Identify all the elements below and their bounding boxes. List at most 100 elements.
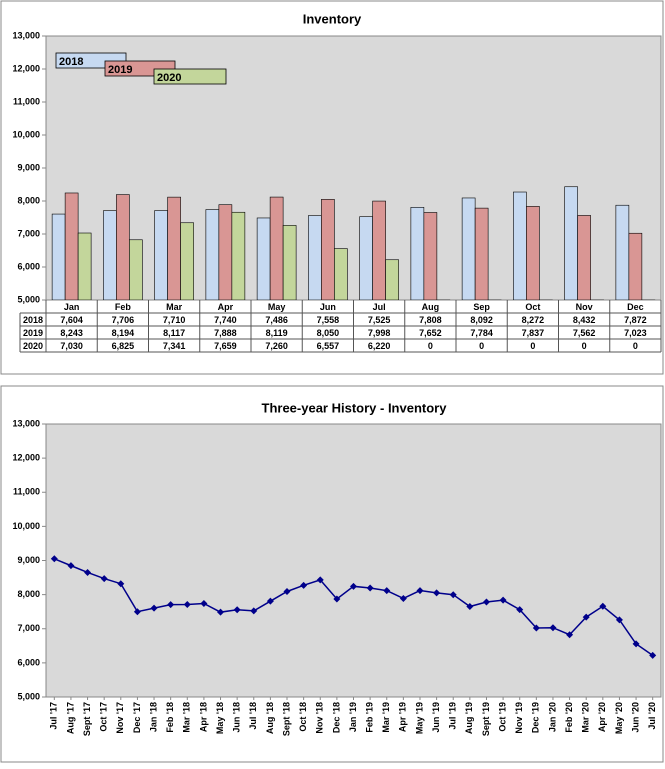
point-marker (100, 575, 108, 583)
point-marker (150, 604, 158, 612)
legend-label: 2018 (59, 56, 83, 68)
table-cell: 8,092 (470, 315, 493, 325)
x-tick-label: Sept '18 (281, 702, 291, 736)
point-marker (499, 596, 507, 604)
point-marker (67, 562, 75, 570)
x-tick-label: Jan '18 (148, 702, 158, 732)
point-marker (383, 587, 391, 595)
table-cell: 7,808 (419, 315, 442, 325)
x-tick-label: Jun '18 (232, 702, 242, 733)
bar (269, 196, 284, 300)
bar (615, 204, 630, 300)
x-tick-label: Jul '18 (248, 702, 258, 730)
bar (372, 200, 386, 300)
point-marker (217, 608, 225, 616)
table-cell: 8,432 (573, 315, 596, 325)
x-tick-label: Oct (525, 302, 540, 312)
x-tick-label: Jun '19 (431, 702, 441, 733)
plot-area (45, 423, 662, 698)
point-marker (250, 607, 258, 615)
point-marker (582, 613, 590, 621)
table-cell: 7,558 (317, 315, 340, 325)
table-cell: 0 (530, 341, 535, 351)
bar (474, 207, 489, 300)
x-tick-label: Nov '19 (514, 702, 524, 734)
x-tick-label: Feb '19 (364, 702, 374, 733)
point-marker (532, 624, 540, 632)
y-tick-label: 5,000 (17, 294, 40, 304)
bar (256, 217, 271, 300)
x-tick-label: Feb '20 (564, 702, 574, 733)
table-cell: 7,706 (112, 315, 135, 325)
bar (129, 239, 143, 300)
point-marker (233, 606, 241, 614)
x-tick-label: Jun (320, 302, 336, 312)
x-tick-label: Oct '18 (298, 702, 308, 732)
plot-area (45, 35, 662, 301)
bar (308, 215, 322, 300)
bar (513, 191, 527, 300)
y-tick-label: 10,000 (12, 521, 40, 531)
x-tick-label: Apr '19 (398, 702, 408, 732)
table-cell: 7,525 (368, 315, 391, 325)
bar (564, 186, 578, 300)
y-tick-label: 11,000 (13, 487, 40, 497)
table-cell: 8,119 (266, 328, 288, 338)
table-cell: 6,557 (317, 341, 340, 351)
point-marker (366, 584, 374, 592)
bar (321, 199, 335, 300)
x-tick-label: Jul '17 (49, 702, 59, 730)
point-marker (632, 640, 640, 648)
table-cell: 0 (633, 341, 638, 351)
y-tick-label: 12,000 (12, 453, 40, 463)
point-marker (416, 587, 424, 595)
bar (423, 212, 438, 300)
bar (77, 232, 92, 300)
point-marker (599, 602, 607, 610)
table-cell: 8,272 (522, 315, 545, 325)
point-marker (433, 589, 441, 597)
bar (410, 207, 425, 300)
table-cell: 7,659 (214, 341, 237, 351)
table-cell: 8,117 (163, 328, 185, 338)
x-tick-label: Oct '17 (99, 702, 109, 732)
x-tick-label: Sept '19 (481, 702, 491, 736)
point-marker (167, 601, 175, 609)
point-marker (200, 599, 208, 607)
point-marker (466, 603, 474, 611)
x-tick-label: Apr (218, 302, 234, 312)
point-marker (117, 580, 125, 588)
table-row-label: 2020 (23, 341, 43, 351)
table-cell: 7,710 (163, 315, 186, 325)
y-tick-label: 13,000 (12, 418, 40, 428)
bar (359, 216, 373, 300)
point-marker (50, 555, 58, 563)
x-tick-label: Aug '19 (464, 702, 474, 734)
legend-label: 2019 (108, 64, 132, 76)
x-tick-label: Mar (166, 302, 183, 312)
table-cell: 7,998 (368, 328, 391, 338)
x-tick-label: May '19 (414, 702, 424, 734)
point-marker (399, 594, 407, 602)
x-tick-label: Dec '17 (132, 702, 142, 733)
point-marker (316, 576, 324, 584)
table-cell: 7,740 (214, 315, 237, 325)
bar (577, 215, 591, 300)
table-cell: 7,562 (573, 328, 596, 338)
table-cell: 7,872 (624, 315, 647, 325)
bar (116, 194, 130, 300)
y-tick-label: 8,000 (17, 589, 40, 599)
point-marker (649, 651, 657, 659)
table-cell: 7,341 (163, 341, 186, 351)
point-marker (333, 595, 341, 603)
bar (167, 196, 181, 300)
y-tick-label: 10,000 (12, 129, 40, 139)
point-marker (283, 587, 291, 595)
bar (218, 204, 233, 300)
table-row-label: 2018 (23, 315, 43, 325)
x-tick-label: Apr '18 (198, 702, 208, 732)
point-marker (183, 601, 191, 609)
table-cell: 7,652 (419, 328, 442, 338)
x-tick-label: Jul '20 (647, 702, 657, 730)
